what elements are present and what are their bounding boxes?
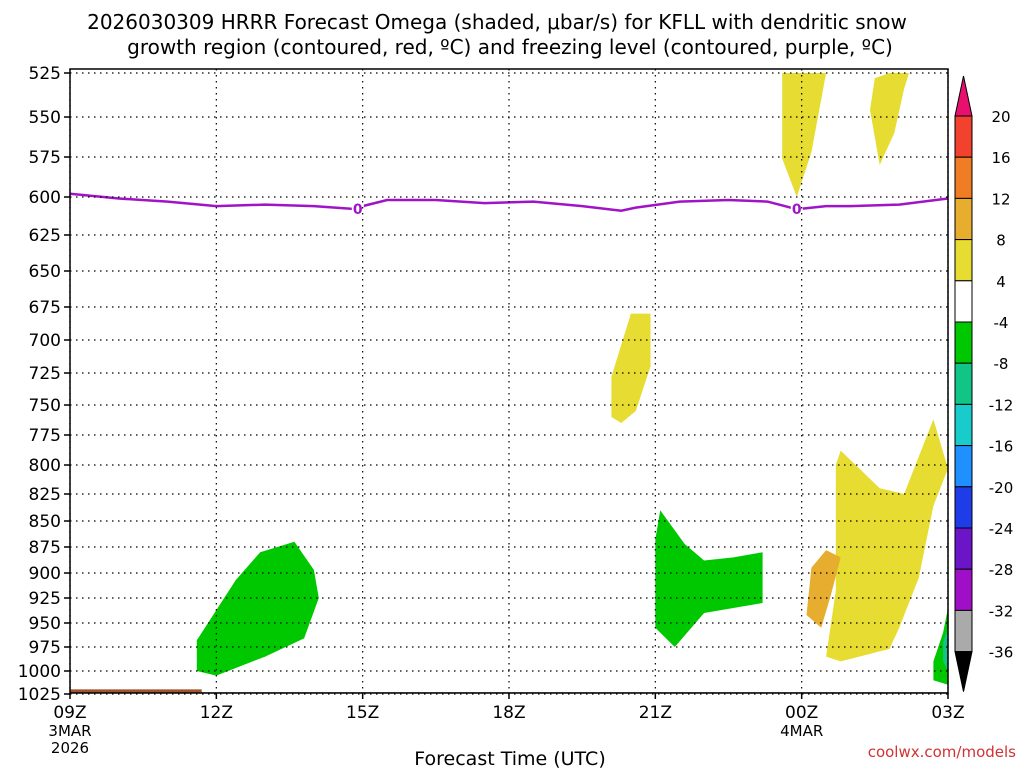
colorbar-segment: [954, 445, 973, 488]
colorbar-segment: [954, 568, 973, 611]
colorbar-label: 4: [996, 273, 1006, 291]
y-tick-label: 825: [29, 485, 61, 505]
colorbar-label: -8: [994, 355, 1009, 373]
y-tick-label: 900: [29, 564, 61, 584]
colorbar-segment: [954, 527, 973, 570]
omega-region-6: [196, 541, 319, 676]
colorbar-segment: [954, 115, 973, 158]
y-tick-label: 650: [29, 262, 61, 282]
title-line-1: 2026030309 HRRR Forecast Omega (shaded, …: [87, 10, 907, 34]
freezing-label-bg: [790, 200, 803, 218]
x-tick-label: 03Z: [931, 703, 964, 723]
colorbar-segment: [954, 239, 973, 282]
credit-text: coolwx.com/models: [868, 743, 1016, 761]
title-line-2: growth region (contoured, red, ºC) and f…: [127, 35, 893, 59]
y-tick-label: 700: [29, 331, 61, 351]
freezing-level-line: [70, 192, 948, 212]
freezing-level-label: 0: [353, 202, 363, 218]
x-tick-label: 00Z: [785, 703, 818, 723]
y-tick-label: 525: [29, 64, 61, 84]
omega-region-9: [943, 627, 948, 671]
colorbar-segment: [954, 609, 973, 653]
colorbar-segment: [954, 486, 973, 529]
colorbar-segment: [954, 403, 973, 447]
y-tick-label: 925: [29, 589, 61, 609]
colorbar-label: -20: [989, 479, 1014, 497]
y-tick-label: 850: [29, 512, 61, 532]
colorbar-label: 20: [991, 108, 1010, 126]
x-tick-label: 12Z: [200, 703, 233, 723]
colorbar-segment: [954, 156, 973, 199]
y-tick-label: 1025: [18, 685, 61, 705]
colorbar-segment: [954, 362, 973, 405]
y-tick-label: 950: [29, 614, 61, 634]
y-tick-label: 875: [29, 538, 61, 558]
y-tick-label: 675: [29, 298, 61, 318]
x-tick-label: 18Z: [492, 703, 525, 723]
x-tick-label: 21Z: [639, 703, 672, 723]
colorbar-label: -16: [989, 438, 1014, 456]
y-tick-label: 575: [29, 148, 61, 168]
omega-region-3: [611, 313, 651, 423]
x-tick-date: 3MAR: [48, 722, 91, 740]
colorbar-label: -24: [989, 520, 1014, 538]
y-tick-label: 975: [29, 638, 61, 658]
y-tick-label: 600: [29, 188, 61, 208]
colorbar-label: 12: [991, 190, 1010, 208]
y-tick-label: 625: [29, 226, 61, 246]
x-axis-label: Forecast Time (UTC): [414, 748, 605, 768]
colorbar-label: -32: [989, 602, 1014, 620]
y-tick-label: 750: [29, 396, 61, 416]
colorbar-segment: [954, 280, 973, 323]
colorbar-cap-top: [954, 75, 973, 117]
colorbar: 20 16 12 8 4 -4 -8 -12 -16 -20 -24 -28 -32 -36: [954, 75, 1014, 692]
y-tick-label: 550: [29, 108, 61, 128]
omega-region-1: [782, 73, 827, 197]
y-tick-label: 1000: [18, 662, 61, 682]
colorbar-label: -28: [989, 561, 1014, 579]
colorbar-segment: [954, 321, 973, 364]
x-tick-date: 4MAR: [780, 722, 823, 740]
omega-region-4: [826, 419, 948, 662]
omega-region-2: [870, 73, 909, 165]
colorbar-label: 16: [991, 149, 1010, 167]
freezing-label-bg: [351, 200, 364, 218]
omega-region-5: [806, 550, 841, 628]
omega-region-7: [655, 510, 763, 647]
y-tick-label: 725: [29, 364, 61, 384]
colorbar-label: 8: [996, 232, 1006, 250]
x-tick-label: 15Z: [346, 703, 379, 723]
x-tick-year: 2026: [51, 739, 89, 757]
colorbar-segment: [954, 197, 973, 241]
colorbar-label: -36: [989, 644, 1014, 662]
colorbar-label: -4: [994, 314, 1009, 332]
colorbar-cap-bottom: [954, 651, 973, 692]
y-axis: 525 550 575 600 625 650 675 700 725 750 775 800 825 8…: [18, 64, 70, 705]
x-tick-label: 09Z: [53, 703, 86, 723]
colorbar-label: -12: [989, 396, 1014, 414]
y-tick-label: 775: [29, 426, 61, 446]
freezing-level-label: 0: [792, 202, 802, 218]
y-tick-label: 800: [29, 456, 61, 476]
chart-title: 2026030309 HRRR Forecast Omega (shaded, …: [87, 10, 907, 59]
